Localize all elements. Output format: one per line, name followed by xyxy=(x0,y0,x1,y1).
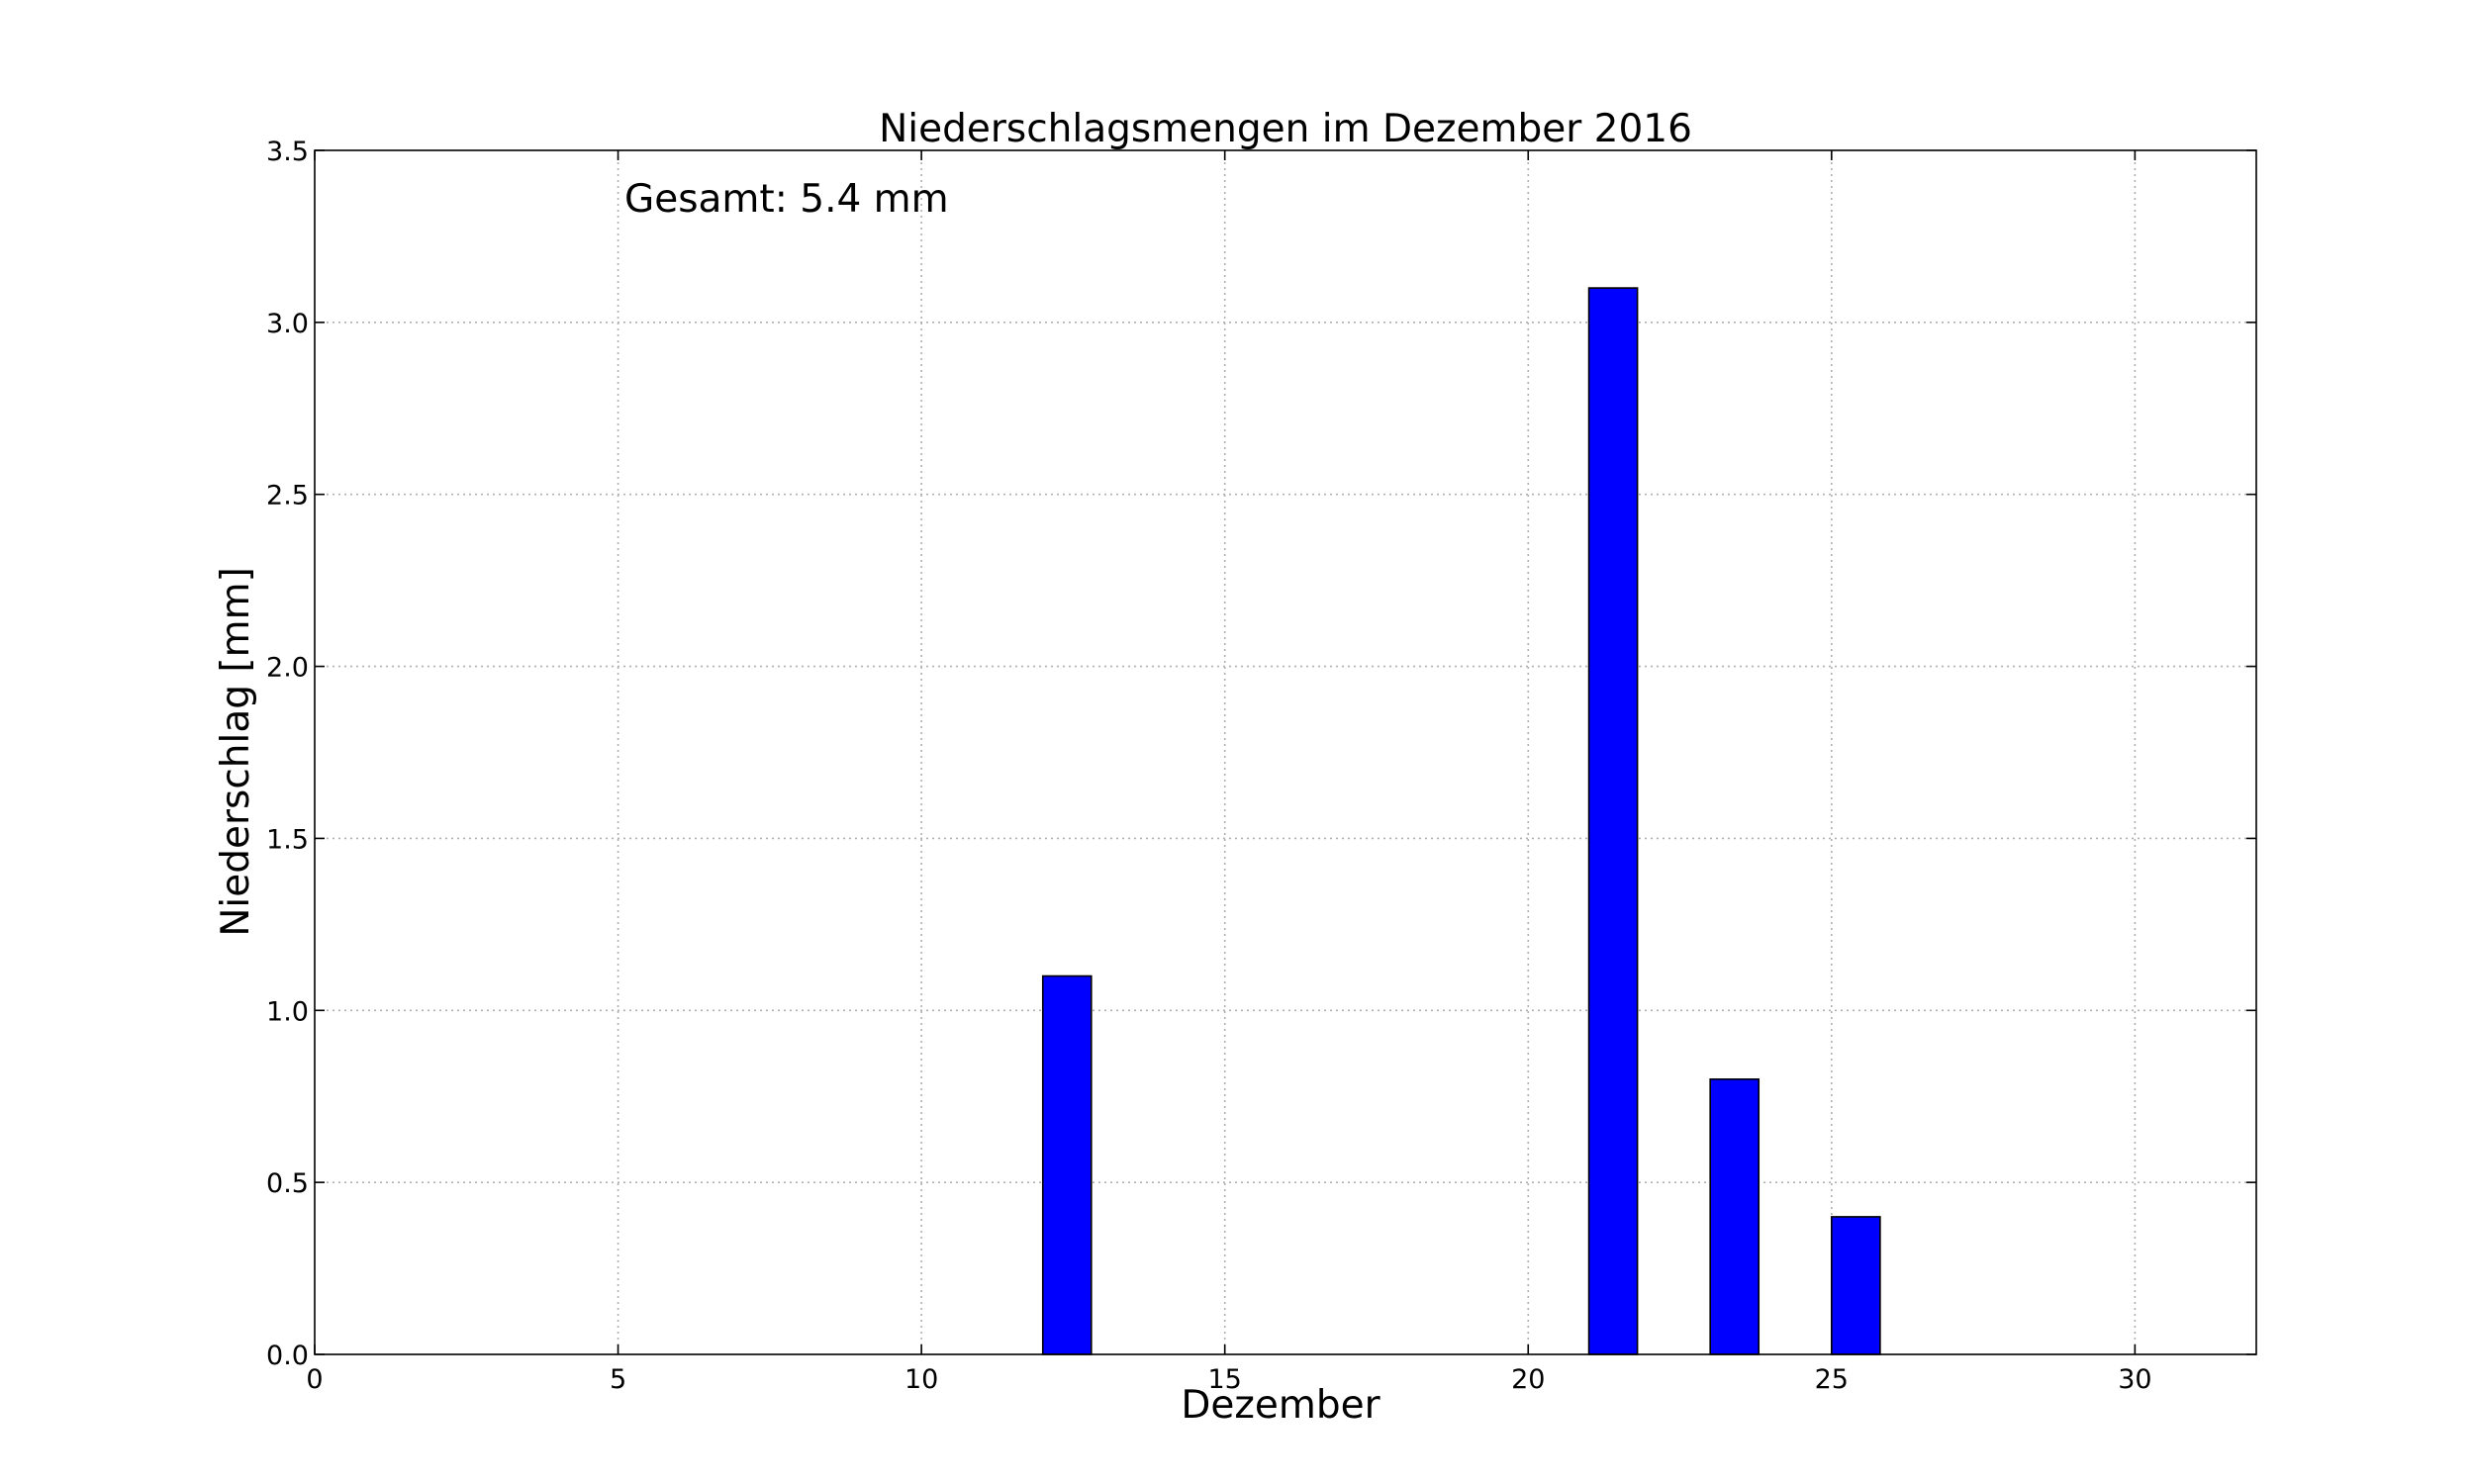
y-axis-label: Niederschlag [mm] xyxy=(214,567,258,937)
y-tick-label: 1.0 xyxy=(266,996,309,1027)
x-tick-label: 30 xyxy=(2118,1364,2151,1395)
y-tick-labels: 0.0 0.5 1.0 1.5 2.0 2.5 3.0 3.5 xyxy=(266,137,309,1371)
y-tick-label: 2.5 xyxy=(266,481,309,511)
bar-day-12 xyxy=(1041,974,1093,1355)
chart-title: Niederschlagsmengen im Dezember 2016 xyxy=(879,107,1692,151)
bar-day-23 xyxy=(1709,1078,1760,1355)
grid-lines xyxy=(315,150,2256,1354)
bars xyxy=(1041,287,1881,1355)
axis-ticks xyxy=(314,149,2256,1355)
y-tick-label: 2.0 xyxy=(266,653,309,684)
x-tick-label: 20 xyxy=(1511,1364,1545,1395)
plot-frame xyxy=(314,149,2257,1355)
x-tick-label: 5 xyxy=(610,1364,626,1395)
x-axis-label: Dezember xyxy=(1181,1383,1380,1428)
x-tick-label: 15 xyxy=(1208,1364,1242,1395)
y-tick-label: 0.5 xyxy=(266,1168,309,1199)
x-tick-labels: 0 5 10 15 20 25 30 xyxy=(306,1364,2151,1395)
y-tick-label: 3.5 xyxy=(266,137,309,167)
x-tick-label: 25 xyxy=(1815,1364,1849,1395)
total-annotation: Gesamt: 5.4 mm xyxy=(624,177,949,222)
bar-day-25 xyxy=(1831,1216,1881,1355)
y-tick-label: 1.5 xyxy=(266,824,309,855)
y-tick-label: 0.0 xyxy=(266,1341,309,1371)
x-tick-label: 0 xyxy=(306,1364,323,1395)
bar-day-21 xyxy=(1587,287,1639,1355)
x-tick-label: 10 xyxy=(904,1364,938,1395)
y-tick-label: 3.0 xyxy=(266,309,309,339)
